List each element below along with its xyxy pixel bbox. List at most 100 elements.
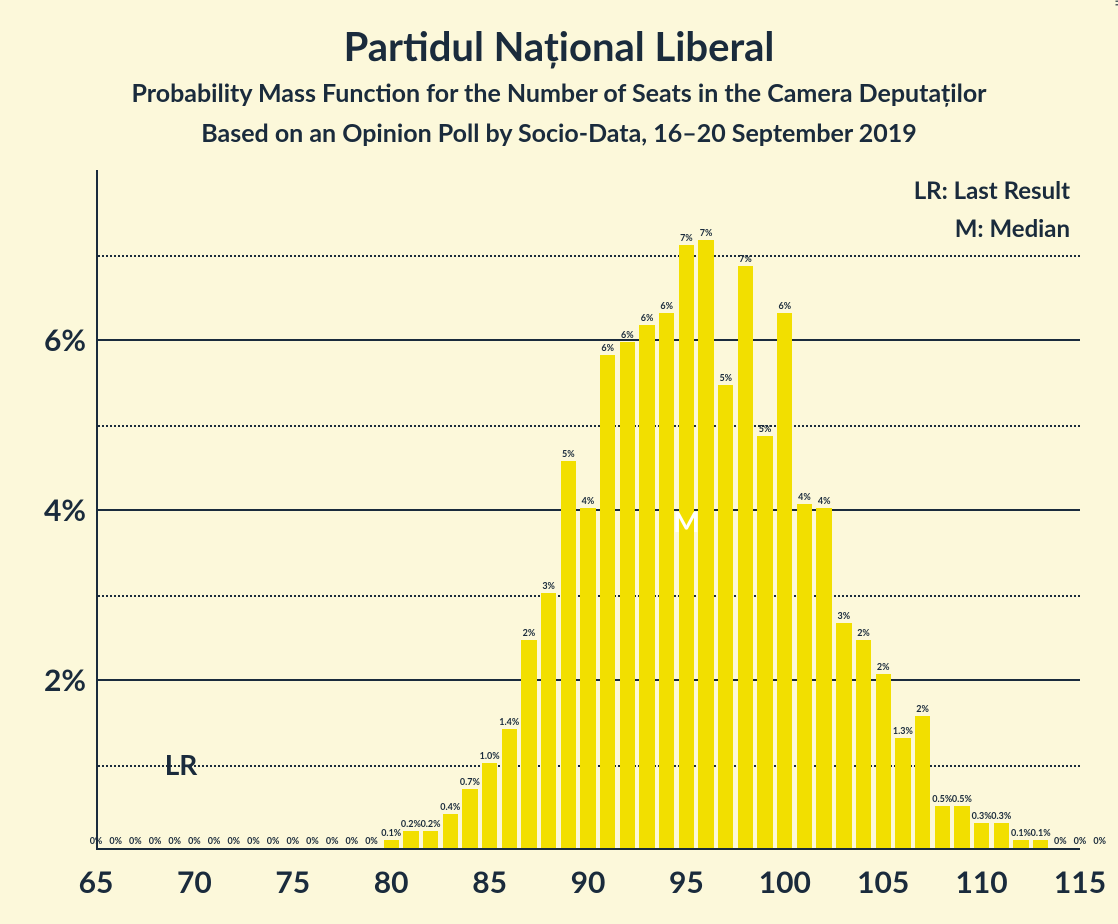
bar-value-label: 3% [838, 610, 851, 623]
bar-value-label: 2% [523, 627, 536, 640]
bar-value-label: 5% [562, 448, 575, 461]
bar-value-label: 1.0% [480, 750, 500, 763]
bar-value-label: 0.3% [991, 810, 1011, 823]
x-tick-label: 115 [1054, 864, 1106, 900]
bar-value-label: 2% [857, 627, 870, 640]
bar-value-label: 0% [227, 835, 240, 848]
bar: 6% [777, 313, 792, 849]
bar-value-label: 3% [542, 580, 555, 593]
bar-value-label: 0.7% [460, 776, 480, 789]
y-tick-label: 6% [44, 322, 86, 358]
bar: 6% [600, 355, 615, 848]
bar-value-label: 2% [916, 703, 929, 716]
bar-value-label: 2% [877, 661, 890, 674]
bar-value-label: 6% [641, 312, 654, 325]
bar-value-label: 4% [818, 495, 831, 508]
bar-value-label: 0.5% [932, 793, 952, 806]
bar: 0.3% [994, 823, 1009, 849]
bar: 2% [915, 716, 930, 848]
bar-value-label: 0.4% [440, 801, 460, 814]
bar: 0.1% [1013, 840, 1028, 849]
bar: 3% [836, 623, 851, 848]
x-tick-label: 100 [759, 864, 811, 900]
bar-value-label: 0% [129, 835, 142, 848]
bar: 2% [876, 674, 891, 848]
bar-value-label: 1.3% [893, 725, 913, 738]
bar: 6% [659, 313, 674, 849]
bar: 0.7% [462, 789, 477, 849]
bar-value-label: 0% [109, 835, 122, 848]
chart-subtitle-2: Based on an Opinion Poll by Socio-Data, … [0, 118, 1118, 148]
bar-value-label: 1.4% [499, 716, 519, 729]
bar-value-label: 0.1% [381, 827, 401, 840]
gridline-minor [98, 255, 1080, 257]
bar: 6% [620, 342, 635, 848]
bar-value-label: 0% [90, 835, 103, 848]
bar-value-label: 6% [601, 342, 614, 355]
bar-value-label: 4% [798, 491, 811, 504]
bar-value-label: 0% [1054, 835, 1067, 848]
gridline-minor [98, 425, 1080, 427]
bar-value-label: 0% [346, 835, 359, 848]
bar-value-label: 0.3% [972, 810, 992, 823]
x-tick-label: 75 [275, 864, 310, 900]
x-tick-label: 95 [669, 864, 704, 900]
bar-value-label: 6% [778, 300, 791, 313]
bar: 0.3% [974, 823, 989, 849]
bar: 0.2% [423, 831, 438, 848]
bar: 4% [816, 508, 831, 848]
bar-value-label: 0% [1074, 835, 1087, 848]
bar-value-label: 0% [1093, 835, 1106, 848]
bar-value-label: 7% [739, 253, 752, 266]
bar: 0.1% [1033, 840, 1048, 849]
bar: 0.4% [443, 814, 458, 848]
bar: 1.0% [482, 763, 497, 848]
bar-value-label: 0.2% [421, 818, 441, 831]
bar-value-label: 5% [759, 423, 772, 436]
plot-area: 2%4%6%657075808590951001051101150%0%0%0%… [96, 170, 1080, 850]
bar-value-label: 6% [621, 329, 634, 342]
bar-value-label: 7% [700, 227, 713, 240]
x-tick-label: 105 [857, 864, 909, 900]
bar: 5% [757, 436, 772, 848]
bar-value-label: 0% [168, 835, 181, 848]
bar-value-label: 0% [326, 835, 339, 848]
bar-value-label: 0.2% [401, 818, 421, 831]
bar: 0.5% [954, 806, 969, 849]
bar: 6% [639, 325, 654, 848]
chart-title: Partidul Național Liberal [0, 22, 1118, 70]
copyright-text: © 2020 Filip van Laenen [1112, 0, 1118, 6]
bar-value-label: 0% [306, 835, 319, 848]
bar: 1.4% [502, 729, 517, 848]
bar-value-label: 7% [680, 232, 693, 245]
bar: 5% [561, 461, 576, 848]
bar-value-label: 0% [365, 835, 378, 848]
x-tick-label: 90 [571, 864, 606, 900]
bar-value-label: 6% [660, 300, 673, 313]
bar-value-label: 0.1% [1011, 827, 1031, 840]
gridline-major [98, 339, 1080, 341]
x-tick-label: 70 [177, 864, 212, 900]
bar-value-label: 0% [149, 835, 162, 848]
x-axis-line [96, 848, 1080, 850]
bar: 2% [521, 640, 536, 848]
bar: 0.5% [935, 806, 950, 849]
chart-subtitle-1: Probability Mass Function for the Number… [0, 78, 1118, 108]
bar-value-label: 0% [247, 835, 260, 848]
bar: 2% [856, 640, 871, 848]
bar-value-label: 0% [267, 835, 280, 848]
bar: 1.3% [895, 738, 910, 849]
chart-container: Partidul Național Liberal Probability Ma… [0, 0, 1118, 924]
bar-value-label: 0% [188, 835, 201, 848]
bar-value-label: 0% [208, 835, 221, 848]
last-result-marker: LR [165, 747, 198, 781]
bar: 7% [679, 245, 694, 849]
bar: 7% [698, 240, 713, 848]
bar-value-label: 5% [719, 372, 732, 385]
bar: 4% [580, 508, 595, 848]
bar: 3% [541, 593, 556, 848]
bar-value-label: 0.1% [1031, 827, 1051, 840]
y-tick-label: 2% [44, 662, 86, 698]
x-tick-label: 110 [955, 864, 1007, 900]
legend-m: M: Median [955, 214, 1070, 243]
